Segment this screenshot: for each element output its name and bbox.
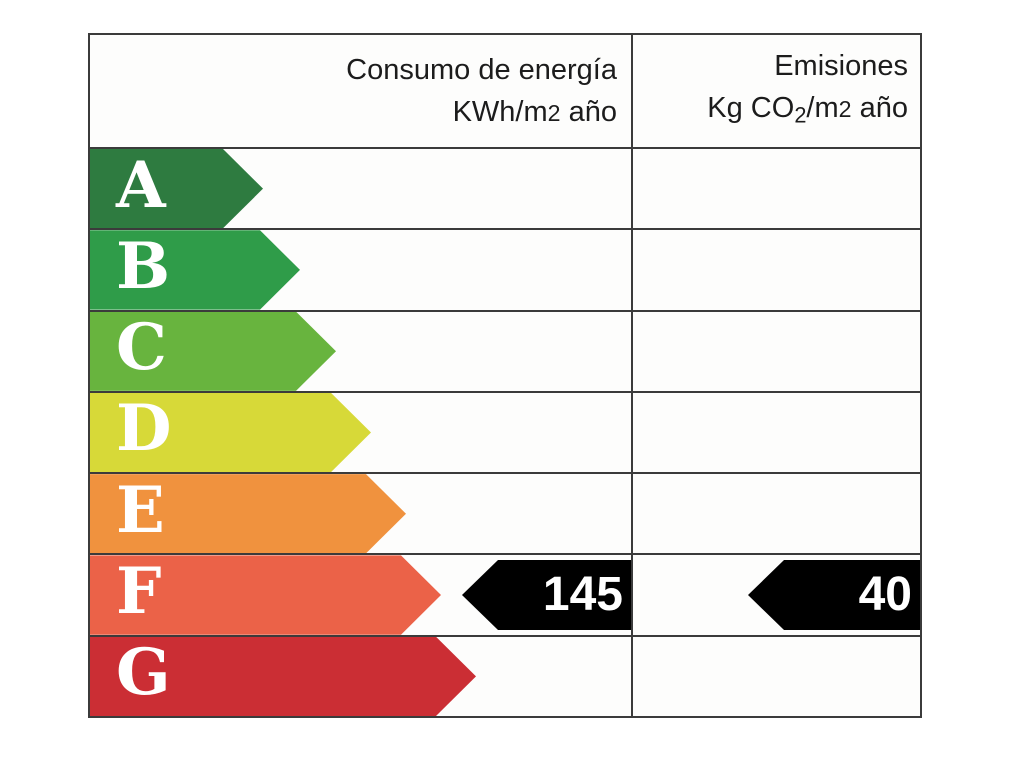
rating-letter-g: G xyxy=(116,635,171,711)
consumption-value: 145 xyxy=(542,568,623,622)
emissions-value-arrow: 40 xyxy=(748,560,920,631)
rating-cell-emissions xyxy=(633,312,920,391)
rating-cell-emissions xyxy=(633,637,920,716)
emissions-column-header: Emisiones Kg CO2/m2 año xyxy=(633,35,920,147)
rating-cell-emissions: 40 xyxy=(633,555,920,634)
rating-arrow-g: G xyxy=(90,637,476,716)
rating-arrow-b: B xyxy=(90,230,300,309)
consumption-header-line1: Consumo de energía xyxy=(346,53,617,86)
emissions-value: 40 xyxy=(858,568,912,622)
emissions-header-line1: Emisiones xyxy=(774,50,908,83)
consumption-column-header: Consumo de energía KWh/m2 año xyxy=(90,35,633,147)
rating-cell-consumption: G xyxy=(90,636,633,716)
rating-arrow-e: E xyxy=(90,474,406,553)
rating-arrow-d: D xyxy=(90,393,371,472)
rating-letter-f: F xyxy=(116,554,162,630)
rating-row-f: F 145 40 xyxy=(90,553,920,635)
rating-row-c: C xyxy=(90,309,920,391)
table-header: Consumo de energía KWh/m2 año Emisiones … xyxy=(90,35,920,147)
rating-cell-emissions xyxy=(633,230,920,309)
rating-arrow-a: A xyxy=(90,149,263,228)
consumption-value-arrow: 145 xyxy=(462,560,631,631)
rating-letter-e: E xyxy=(116,472,165,548)
rating-arrow-c: C xyxy=(90,312,336,391)
rating-row-e: E xyxy=(90,472,920,554)
rating-letter-d: D xyxy=(116,391,172,467)
rating-table: Consumo de energía KWh/m2 año Emisiones … xyxy=(88,33,922,718)
rating-cell-emissions xyxy=(633,393,920,472)
rating-arrow-f: F xyxy=(90,555,441,634)
rating-cell-emissions xyxy=(633,149,920,228)
rating-cell-emissions xyxy=(633,474,920,553)
rating-row-b: B xyxy=(90,228,920,310)
rating-row-d: D xyxy=(90,390,920,473)
rating-cell-consumption: A xyxy=(90,149,633,229)
rating-cell-consumption: D xyxy=(90,392,633,473)
rating-cell-consumption: B xyxy=(90,230,633,310)
rating-row-a: A xyxy=(90,147,920,229)
rating-letter-c: C xyxy=(116,310,167,386)
rating-letter-b: B xyxy=(116,228,171,304)
emissions-header-line2: Kg CO2/m2 año xyxy=(707,92,908,128)
rating-letter-a: A xyxy=(116,147,166,223)
consumption-header-line2: KWh/m2 año xyxy=(452,95,617,128)
rating-cell-consumption: E xyxy=(90,474,633,554)
rating-cell-consumption: F 145 xyxy=(90,555,633,635)
rating-cell-consumption: C xyxy=(90,311,633,391)
rating-row-g: G xyxy=(90,634,920,716)
